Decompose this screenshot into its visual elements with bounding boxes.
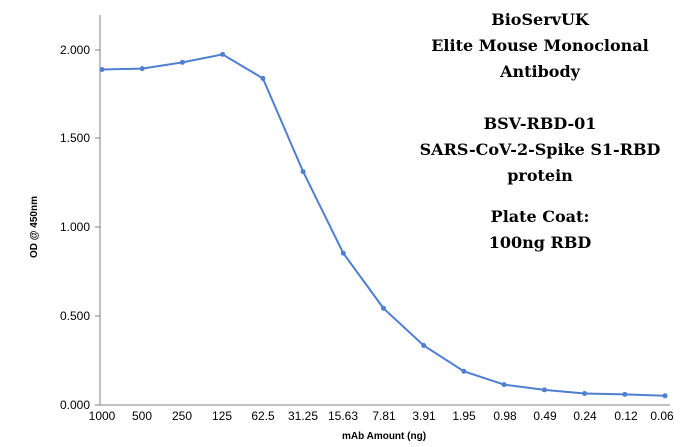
data-point: [300, 169, 306, 175]
y-tick-label: 0.000: [60, 398, 90, 412]
data-point: [139, 66, 145, 72]
data-point: [340, 250, 346, 256]
x-tick-label: 0.24: [573, 409, 597, 423]
data-point: [622, 391, 628, 397]
x-tick-label: 0.06: [650, 409, 674, 423]
annotation-line: BioServUK: [491, 10, 590, 29]
y-tick-label: 0.500: [60, 309, 90, 323]
data-point: [99, 67, 105, 72]
x-tick-label: 500: [132, 409, 152, 423]
annotation-block: BioServUK Elite Mouse Monoclonal Antibod…: [420, 10, 661, 252]
data-point: [260, 75, 266, 81]
x-tick-label: 1.95: [452, 409, 476, 423]
x-tick-label: 3.91: [412, 409, 436, 423]
y-tick-label: 1.000: [60, 220, 90, 234]
data-point: [381, 305, 386, 311]
annotation-line: Plate Coat:: [491, 207, 590, 226]
data-point: [582, 391, 588, 396]
y-tick-label: 2.000: [60, 43, 90, 57]
x-tick-labels: 1000 500 250 125 62.5 31.25 15.63 7.81 3…: [89, 409, 674, 423]
x-tick-label: 62.5: [251, 409, 275, 423]
data-point: [179, 59, 185, 65]
x-tick-label: 15.63: [328, 409, 358, 423]
y-tick-marks: [95, 49, 100, 406]
x-tick-label: 0.49: [533, 409, 557, 423]
series-group: [99, 51, 668, 399]
x-tick-label: 0.98: [493, 409, 517, 423]
annotation-line: Antibody: [499, 62, 581, 81]
annotation-line: protein: [507, 166, 573, 185]
annotation-line: SARS-CoV-2-Spike S1-RBD: [420, 140, 661, 159]
y-axis-title: OD @ 450nm: [29, 196, 40, 258]
x-tick-label: 31.25: [288, 409, 318, 423]
y-tick-label: 1.500: [60, 131, 90, 145]
x-tick-label: 125: [212, 409, 232, 423]
annotation-line: Elite Mouse Monoclonal: [431, 36, 649, 55]
annotation-line: 100ng RBD: [489, 233, 592, 252]
data-point: [501, 382, 507, 388]
x-tick-label: 1000: [89, 409, 116, 423]
x-tick-label: 250: [172, 409, 192, 423]
annotation-line: BSV-RBD-01: [484, 114, 597, 133]
data-point: [220, 51, 226, 57]
data-point: [461, 368, 467, 374]
data-point: [662, 393, 668, 399]
data-point: [541, 387, 547, 393]
data-point: [421, 343, 427, 348]
x-tick-label: 7.81: [372, 409, 396, 423]
x-tick-label: 0.12: [614, 409, 638, 423]
x-axis-title: mAb Amount (ng): [342, 431, 426, 442]
y-tick-labels: 0.000 0.500 1.000 1.500 2.000: [60, 43, 90, 412]
